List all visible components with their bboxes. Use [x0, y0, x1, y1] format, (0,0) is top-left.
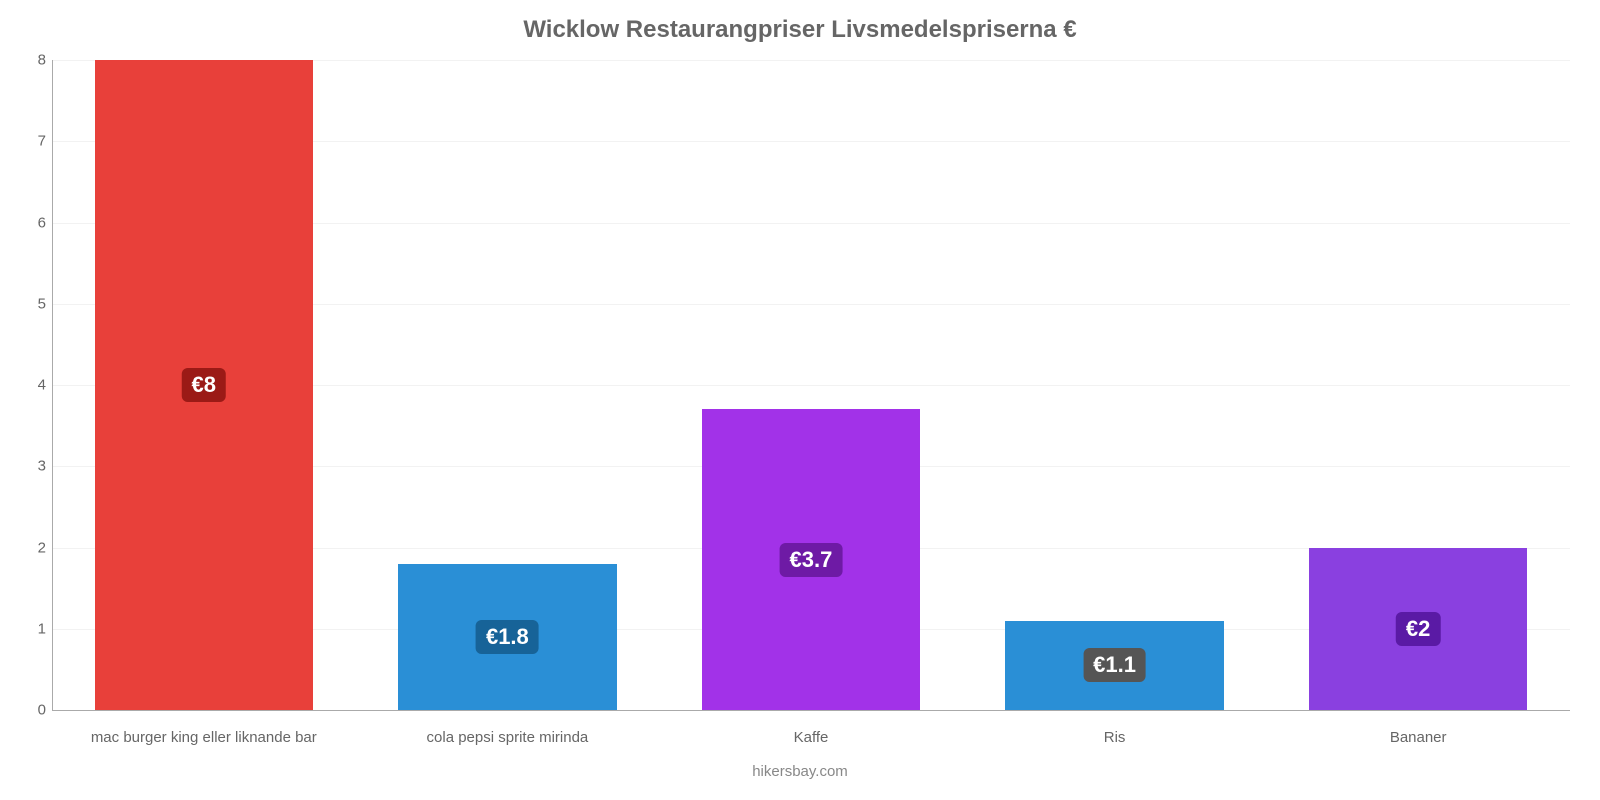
y-tick-label: 8 — [22, 52, 46, 69]
y-tick-label: 2 — [22, 539, 46, 556]
chart-title: Wicklow Restaurangpriser Livsmedelsprise… — [20, 16, 1580, 44]
x-tick-label: cola pepsi sprite mirinda — [356, 729, 660, 746]
value-badge: €1.8 — [476, 620, 539, 654]
value-badge: €1.1 — [1083, 648, 1146, 682]
value-badge: €2 — [1396, 612, 1440, 646]
x-tick-label: Ris — [963, 729, 1267, 746]
value-badge: €3.7 — [780, 543, 843, 577]
y-tick-label: 6 — [22, 214, 46, 231]
bar: €1.8 — [398, 564, 617, 710]
bar-slot: €2 — [1266, 60, 1570, 710]
bar: €2 — [1309, 548, 1528, 711]
value-badge: €8 — [182, 368, 226, 402]
y-tick-label: 7 — [22, 133, 46, 150]
y-tick-label: 0 — [22, 702, 46, 719]
bars-container: €8 €1.8 €3.7 €1.1 €2 — [52, 60, 1570, 710]
price-bar-chart: Wicklow Restaurangpriser Livsmedelsprise… — [0, 0, 1600, 800]
bar-slot: €3.7 — [659, 60, 963, 710]
chart-credit: hikersbay.com — [0, 763, 1600, 780]
y-tick-label: 4 — [22, 377, 46, 394]
plot-area: 012345678 €8€1.8€3.7€1.1€2 — [52, 60, 1570, 710]
y-axis-line — [52, 60, 53, 710]
y-tick-label: 1 — [22, 620, 46, 637]
x-tick-label: mac burger king eller liknande bar — [52, 729, 356, 746]
y-tick-label: 3 — [22, 458, 46, 475]
bar-slot: €1.8 — [356, 60, 660, 710]
bar-slot: €8 — [52, 60, 356, 710]
x-tick-label: Kaffe — [659, 729, 963, 746]
x-axis-labels: mac burger king eller liknande barcola p… — [52, 729, 1570, 746]
y-tick-label: 5 — [22, 295, 46, 312]
bar-slot: €1.1 — [963, 60, 1267, 710]
bar: €1.1 — [1005, 621, 1224, 710]
bar: €3.7 — [702, 409, 921, 710]
x-tick-label: Bananer — [1266, 729, 1570, 746]
gridline — [52, 710, 1570, 711]
bar: €8 — [95, 60, 314, 710]
